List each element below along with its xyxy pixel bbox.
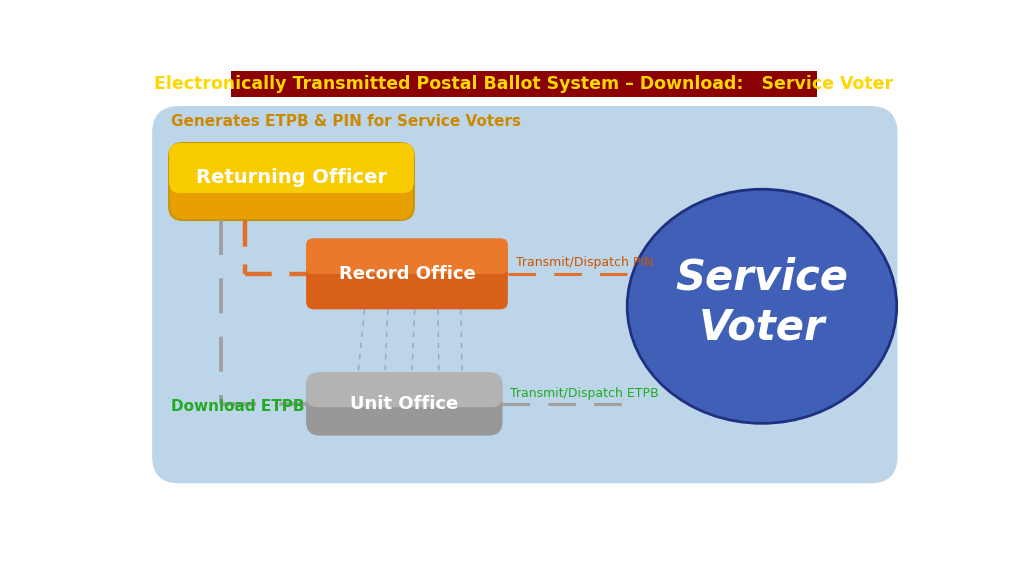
FancyBboxPatch shape — [169, 143, 414, 220]
Text: Service: Service — [676, 256, 849, 298]
FancyBboxPatch shape — [153, 106, 897, 483]
Text: Unit Office: Unit Office — [350, 395, 459, 413]
Text: Download ETPB: Download ETPB — [171, 399, 304, 414]
Ellipse shape — [628, 190, 897, 423]
FancyBboxPatch shape — [306, 238, 508, 309]
Text: Generates ETPB & PIN for Service Voters: Generates ETPB & PIN for Service Voters — [171, 114, 520, 129]
FancyBboxPatch shape — [306, 373, 503, 407]
Text: Electronically Transmitted Postal Ballot System – Download:   Service Voter: Electronically Transmitted Postal Ballot… — [155, 75, 894, 93]
FancyBboxPatch shape — [306, 373, 503, 435]
Text: Transmit/Dispatch PIN: Transmit/Dispatch PIN — [515, 256, 653, 270]
Text: Returning Officer: Returning Officer — [196, 168, 387, 187]
Text: Record Office: Record Office — [339, 265, 475, 283]
Text: Voter: Voter — [698, 307, 825, 349]
FancyBboxPatch shape — [306, 238, 508, 274]
FancyBboxPatch shape — [169, 143, 414, 193]
FancyBboxPatch shape — [230, 71, 817, 97]
Text: Transmit/Dispatch ETPB: Transmit/Dispatch ETPB — [510, 387, 658, 400]
